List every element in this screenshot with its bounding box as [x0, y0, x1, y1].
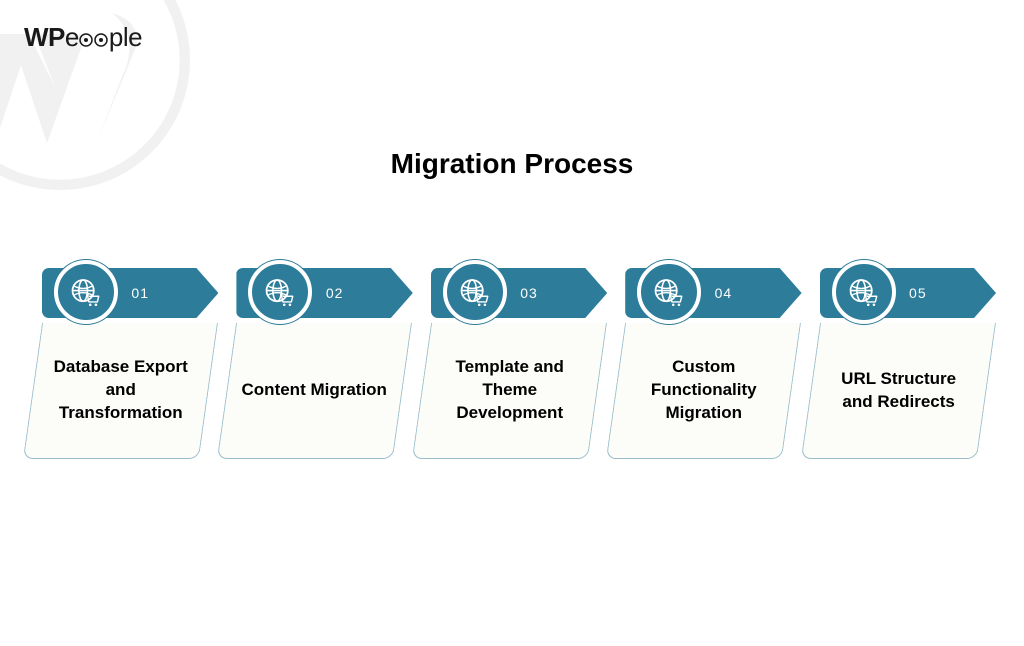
globe-cart-icon	[832, 260, 896, 324]
step-number: 05	[909, 285, 927, 301]
process-step: 01 Database Export and Transformation	[42, 268, 218, 459]
step-label: Template and Theme Development	[436, 356, 582, 425]
step-number: 03	[520, 285, 538, 301]
step-number: 01	[131, 285, 149, 301]
step-card: Content Migration	[217, 323, 413, 459]
step-card: Custom Functionality Migration	[606, 323, 802, 459]
process-step: 02 Content Migration	[236, 268, 412, 459]
process-step: 03 Template and Theme Development	[431, 268, 607, 459]
step-label: Database Export and Transformation	[48, 356, 194, 425]
globe-cart-icon	[637, 260, 701, 324]
process-step: 05 URL Structure and Redirects	[820, 268, 996, 459]
step-card: Database Export and Transformation	[23, 323, 219, 459]
step-label: URL Structure and Redirects	[825, 368, 971, 414]
page-title: Migration Process	[0, 148, 1024, 180]
globe-cart-icon	[443, 260, 507, 324]
globe-cart-icon	[248, 260, 312, 324]
process-step: 04 Custom Functionality Migration	[625, 268, 801, 459]
step-label: Custom Functionality Migration	[631, 356, 777, 425]
process-steps: 01 Database Export and Transformation 02	[42, 268, 996, 459]
step-number: 02	[326, 285, 344, 301]
step-card: URL Structure and Redirects	[801, 323, 997, 459]
globe-cart-icon	[54, 260, 118, 324]
step-card: Template and Theme Development	[412, 323, 608, 459]
brand-logo: WPeple	[24, 22, 142, 55]
step-label: Content Migration	[242, 379, 387, 402]
step-number: 04	[715, 285, 733, 301]
